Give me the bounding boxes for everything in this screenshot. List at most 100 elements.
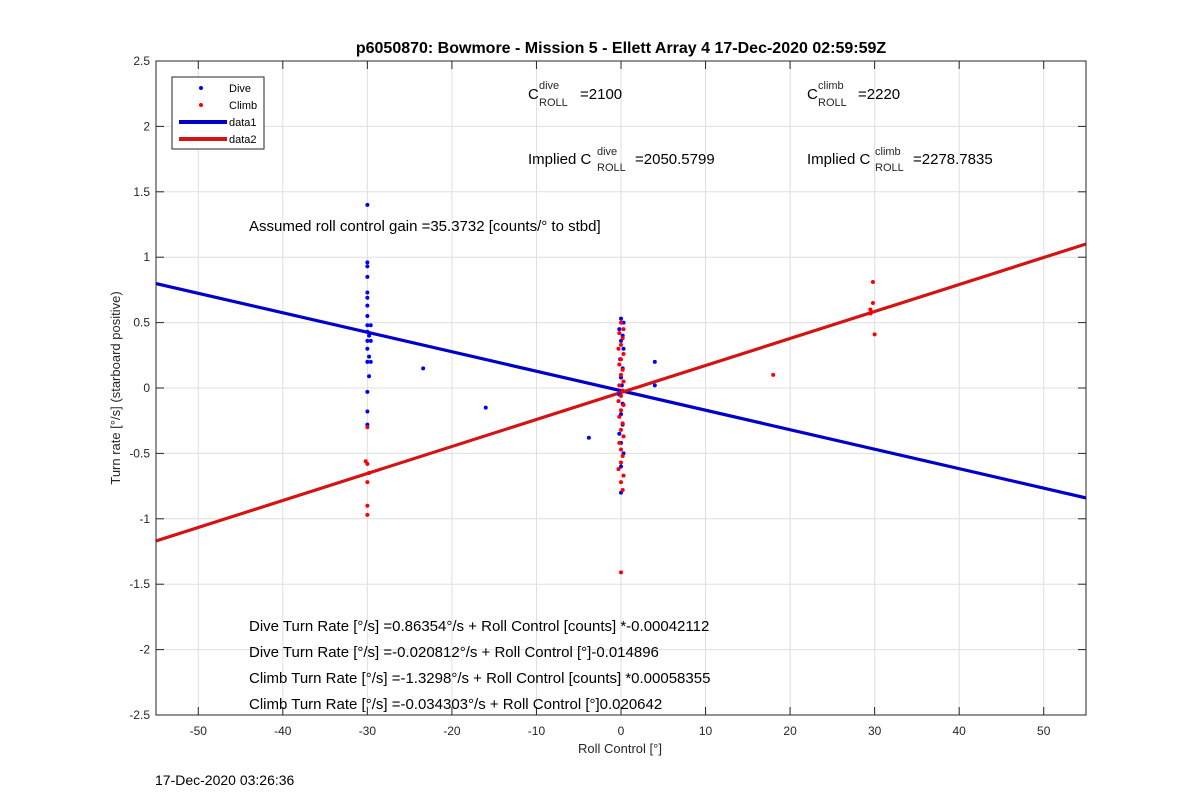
dive-point (619, 316, 623, 321)
climb-point (620, 421, 625, 426)
climb-point (617, 362, 622, 367)
climb-counts-equation: Climb Turn Rate [°/s] =-1.3298°/s + Roll… (249, 670, 710, 687)
legend-data2-label: data2 (229, 134, 257, 146)
climb-point (617, 383, 622, 388)
climb-point (870, 280, 875, 285)
dive-point (621, 346, 626, 351)
dive-point (365, 409, 370, 414)
climb-point (621, 351, 626, 356)
x-tick-label: 50 (1037, 724, 1051, 738)
c-climb-annotation: C climb ROLL =2220 (807, 80, 900, 109)
y-tick-label: -1.5 (129, 577, 150, 591)
dive-point (617, 431, 622, 436)
x-tick-label: 10 (699, 724, 713, 738)
climb-point (620, 488, 625, 493)
y-tick-label: 1.5 (133, 185, 150, 199)
implied-dive-value: =2050.5799 (635, 151, 715, 168)
climb-point (619, 342, 623, 347)
climb-point (367, 471, 372, 476)
climb-point (617, 331, 622, 336)
climb-point (619, 460, 623, 465)
implied-dive-prefix: Implied C (528, 151, 592, 168)
dive-point (652, 359, 657, 364)
c-climb-subscript: ROLL (818, 97, 847, 109)
dive-point (619, 464, 623, 469)
climb-point (619, 427, 623, 432)
x-axis-label: Roll Control [°] (578, 741, 662, 756)
dive-point (365, 274, 370, 279)
x-tick-label: 30 (868, 724, 882, 738)
footer-timestamp: 17-Dec-2020 03:26:36 (155, 772, 295, 788)
y-tick-label: 2 (143, 119, 150, 133)
x-tick-label: 20 (783, 724, 797, 738)
climb-point (621, 434, 626, 439)
legend: Dive Climb data1 data2 (171, 76, 265, 150)
dive-point (365, 338, 370, 343)
climb-degrees-equation: Climb Turn Rate [°/s] =-0.034303°/s + Ro… (249, 696, 662, 713)
dive-point (421, 366, 426, 371)
dive-point (365, 202, 370, 207)
c-dive-base: C (528, 86, 539, 103)
dive-point (365, 314, 370, 319)
climb-point (870, 300, 875, 305)
climb-point (619, 372, 623, 377)
climb-point (619, 570, 623, 575)
dive-point (365, 264, 370, 269)
plot-area (156, 60, 1086, 716)
dive-point (367, 374, 372, 379)
legend-climb-label: Climb (229, 100, 257, 112)
legend-data1-label: data1 (229, 117, 257, 129)
climb-point (365, 425, 370, 430)
climb-point (616, 467, 621, 472)
climb-point (771, 372, 776, 377)
c-dive-value: =2100 (580, 86, 622, 103)
implied-climb-prefix: Implied C (807, 151, 871, 168)
c-dive-superscript: dive (539, 80, 559, 92)
dive-point (365, 359, 370, 364)
c-climb-superscript: climb (818, 80, 844, 92)
dive-degrees-equation: Dive Turn Rate [°/s] =-0.020812°/s + Rol… (249, 644, 659, 661)
legend-climb-marker (199, 103, 203, 107)
climb-point (619, 408, 623, 413)
climb-point (621, 473, 626, 478)
axes: -50 -40 -30 -20 -10 0 10 20 30 40 50-2.5-2-1.5-1-0… (129, 54, 1087, 738)
legend-dive-label: Dive (229, 83, 251, 95)
c-climb-value: =2220 (858, 86, 900, 103)
climb-point (620, 388, 625, 393)
dive-point (368, 323, 373, 328)
climb-point (621, 327, 626, 332)
x-tick-label: -20 (443, 724, 461, 738)
dive-point (365, 346, 370, 351)
climb-point (872, 332, 877, 337)
implied-dive-annotation: Implied C dive ROLL =2050.5799 (528, 146, 715, 174)
chart-title: p6050870: Bowmore - Mission 5 - Ellett A… (356, 40, 887, 57)
dive-point (367, 333, 372, 338)
dive-point (365, 260, 370, 265)
dive-counts-equation: Dive Turn Rate [°/s] =0.86354°/s + Roll … (249, 618, 709, 635)
climb-point (365, 480, 370, 485)
climb-point (619, 320, 623, 325)
implied-climb-superscript: climb (875, 146, 901, 158)
dive-point (617, 327, 622, 332)
climb-point (620, 454, 625, 459)
y-tick-label: 0 (143, 381, 150, 395)
x-tick-label: -30 (359, 724, 377, 738)
y-tick-label: -1 (139, 512, 150, 526)
dive-point (367, 354, 372, 359)
climb-point (620, 336, 625, 341)
climb-point (621, 379, 626, 384)
climb-point (621, 403, 626, 408)
climb-point (365, 512, 370, 517)
x-tick-label: -40 (274, 724, 292, 738)
climb-point (619, 393, 623, 398)
c-climb-base: C (807, 86, 818, 103)
implied-climb-annotation: Implied C climb ROLL =2278.7835 (807, 146, 993, 174)
x-tick-label: -10 (528, 724, 546, 738)
roll-gain-annotation: Assumed roll control gain =35.3732 [coun… (249, 218, 601, 235)
climb-point (616, 399, 621, 404)
y-tick-label: 2.5 (133, 54, 150, 68)
series-line-data2 (156, 242, 1086, 543)
climb-point (619, 357, 623, 362)
dive-point (483, 405, 488, 410)
